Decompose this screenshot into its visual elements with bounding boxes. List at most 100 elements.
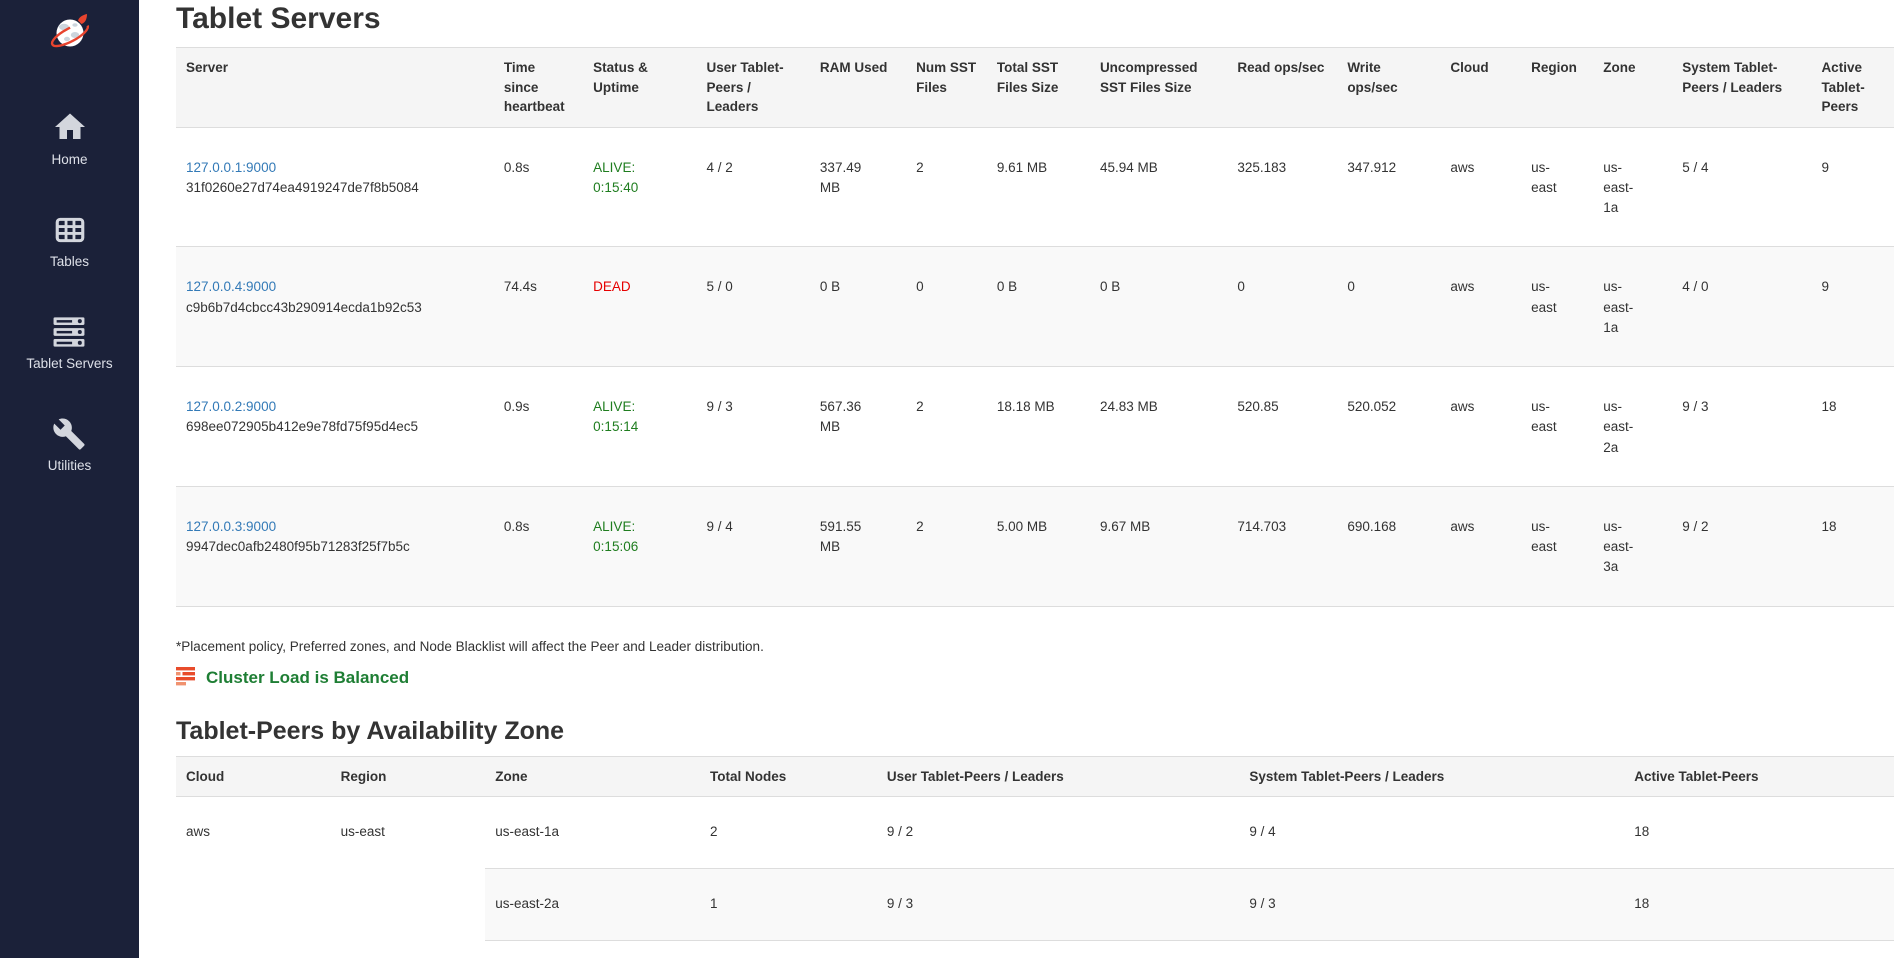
server-address-link[interactable]: 127.0.0.4:9000 (186, 279, 277, 295)
col-header-ram: RAM Used (809, 47, 907, 128)
cell-sst-size: 18.18 MB (986, 366, 1090, 487)
col-header-active-peers: Active Tablet-Peers (1624, 755, 1894, 798)
section-title-zones: Tablet-Peers by Availability Zone (176, 716, 565, 745)
sidebar-item-utilities[interactable]: Utilities (47, 411, 92, 473)
cell-system-peers: 4 / 0 (1672, 246, 1812, 367)
cell-status: ALIVE: 0:15:06 (583, 485, 697, 607)
cell-uncompressed: 45.94 MB (1099, 159, 1158, 175)
sidebar-item-tablet-servers[interactable]: Tablet Servers (26, 309, 113, 371)
cell-status: ALIVE: 0:15:14 (583, 366, 697, 487)
cell-zone: us-east-3a (485, 940, 700, 958)
cell-read-ops: 0 (1227, 246, 1338, 367)
cell-write-ops: 0 (1337, 246, 1441, 367)
cell-num-sst: 0 (906, 246, 987, 367)
cell-num-sst: 2 (906, 366, 987, 487)
cell-sst-size: 9.61 MB (996, 159, 1048, 175)
cell-ram: 337.49 MB (819, 159, 862, 195)
cell-region: us-east (1521, 366, 1594, 487)
cell-total-nodes: 1 (699, 868, 877, 941)
cell-num-sst: 2 (906, 485, 987, 607)
sidebar-item-label: Home (51, 152, 88, 167)
cell-status: DEAD (583, 246, 697, 367)
cell-active-peers: 9 (1811, 246, 1894, 367)
status-text: ALIVE: (593, 399, 636, 415)
col-header-heartbeat: Time since heartbeat (493, 47, 584, 128)
cell-region: us-east (1531, 159, 1557, 195)
col-header-sst-size: Total SST Files Size (986, 47, 1090, 128)
cell-zone: us-east-1a (1593, 246, 1673, 367)
cell-total-nodes: 2 (709, 824, 718, 840)
load-balancer-icon (176, 666, 197, 689)
cluster-load-status-text: Cluster Load is Balanced (206, 667, 410, 687)
cell-zone: us-east-2a (485, 868, 700, 941)
cell-user-peers: 9 / 4 (696, 485, 810, 607)
cell-write-ops: 520.052 (1337, 366, 1441, 487)
server-address-link[interactable]: 127.0.0.2:9000 (186, 399, 277, 415)
home-icon (51, 105, 89, 145)
table-row: us-east-3a 1 9 / 4 9 / 2 18 (176, 940, 1894, 958)
col-header-region: Region (330, 755, 486, 798)
cell-active-peers: 18 (1634, 824, 1650, 840)
cell-zone: us-east-2a (1593, 366, 1673, 487)
col-header-cloud: Cloud (1440, 47, 1522, 128)
sidebar-item-label: Tables (49, 254, 90, 269)
col-header-status: Status & Uptime (583, 47, 697, 128)
table-row: 127.0.0.4:9000 c9b6b7d4cbcc43b290914ecda… (176, 246, 1894, 367)
cell-uncompressed: 24.83 MB (1089, 366, 1228, 487)
col-header-zone: Zone (485, 755, 700, 798)
cell-read-ops: 325.183 (1237, 159, 1287, 175)
cell-active-peers: 18 (1624, 868, 1894, 941)
cell-write-ops: 690.168 (1337, 485, 1441, 607)
sidebar-item-label: Tablet Servers (26, 356, 113, 371)
cell-zone: us-east-1a (1603, 159, 1634, 216)
cluster-load-status: Cluster Load is Balanced (176, 666, 1894, 689)
col-header-user-peers: User Tablet-Peers / Leaders (876, 755, 1240, 798)
cell-cloud: aws (1440, 485, 1522, 607)
utilities-icon (52, 411, 86, 451)
sidebar-item-home[interactable]: Home (51, 105, 89, 167)
col-header-total-nodes: Total Nodes (699, 755, 877, 798)
cell-system-peers: 9 / 2 (1672, 485, 1812, 607)
cell-region: us-east (1521, 485, 1594, 607)
tablet-servers-icon (49, 309, 89, 349)
cell-active-peers: 9 (1821, 159, 1829, 175)
yugabyte-logo-icon[interactable] (47, 12, 93, 61)
sidebar-item-label: Utilities (47, 458, 92, 473)
cell-system-peers: 9 / 3 (1239, 868, 1625, 941)
col-header-num-sst: Num SST Files (906, 47, 987, 128)
tables-icon (51, 207, 89, 247)
cell-system-peers: 9 / 3 (1672, 366, 1812, 487)
sidebar: Home Tables (0, 0, 139, 958)
cell-user-peers: 9 / 3 (696, 366, 810, 487)
table-row: 127.0.0.2:9000 698ee072905b412e9e78fd75f… (176, 366, 1894, 487)
cell-read-ops: 520.85 (1227, 366, 1338, 487)
server-address-link[interactable]: 127.0.0.3:9000 (186, 518, 277, 534)
cell-system-peers: 5 / 4 (1682, 159, 1709, 175)
cell-heartbeat: 0.9s (493, 366, 584, 487)
cell-region: us-east (330, 796, 486, 958)
cell-read-ops: 714.703 (1227, 485, 1338, 607)
cell-cloud: aws (176, 796, 331, 958)
cell-active-peers: 18 (1624, 940, 1894, 958)
col-header-user-peers: User Tablet-Peers / Leaders (696, 47, 810, 128)
sidebar-item-tables[interactable]: Tables (50, 207, 89, 269)
cell-active-peers: 18 (1811, 485, 1894, 607)
cell-cloud: aws (1440, 246, 1522, 367)
placement-policy-note: *Placement policy, Preferred zones, and … (176, 638, 764, 654)
cell-user-peers: 9 / 4 (876, 940, 1240, 958)
col-header-cloud: Cloud (176, 755, 331, 798)
cell-user-peers: 5 / 0 (696, 246, 810, 367)
cell-region: us-east (1521, 246, 1594, 367)
cell-user-peers: 4 / 2 (706, 159, 733, 175)
col-header-read-ops: Read ops/sec (1227, 47, 1338, 128)
table-row: 127.0.0.1:9000 31f0260e27d74ea4919247de7… (176, 127, 1894, 247)
uptime-text: 0:15:06 (593, 539, 639, 555)
cell-zone: us-east-3a (1593, 485, 1673, 607)
cell-write-ops: 347.912 (1347, 159, 1397, 175)
cell-uncompressed: 0 B (1089, 246, 1228, 367)
cell-heartbeat: 0.8s (493, 485, 584, 607)
cell-heartbeat: 0.8s (503, 159, 530, 175)
server-uuid: 31f0260e27d74ea4919247de7f8b5084 (186, 179, 419, 195)
cell-active-peers: 18 (1811, 366, 1894, 487)
server-address-link[interactable]: 127.0.0.1:9000 (186, 159, 277, 175)
